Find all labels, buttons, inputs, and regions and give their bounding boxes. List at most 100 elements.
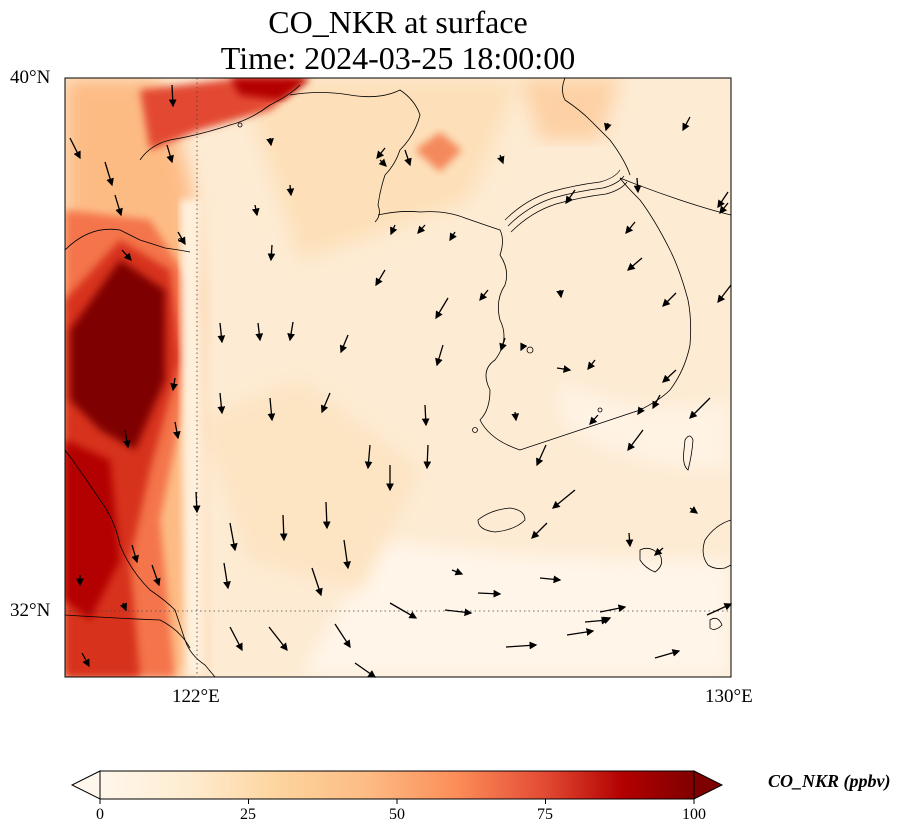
wind-arrow [114,194,123,217]
wind-arrow [662,369,677,383]
wind-arrow [627,257,643,271]
wind-arrow [255,322,264,342]
wind-arrow [654,649,681,659]
wind-arrow [311,567,323,597]
colorbar-extend-high [693,770,724,800]
wind-arrow [131,544,139,564]
wind-arrow [267,397,276,422]
wind-arrow [166,144,174,164]
wind-arrow [662,292,677,307]
wind-arrow [637,406,645,416]
wind-arrow [375,269,386,287]
wind-arrow [556,365,572,373]
wind-arrow [604,122,612,132]
wind-arrow [151,564,161,587]
wind-arrow [266,137,274,147]
wind-arrow [511,411,520,422]
wind-arrow [286,184,295,197]
wind-arrow [217,392,226,415]
wind-arrow [717,284,732,304]
wind-arrow [652,394,661,410]
wind-arrow [172,421,181,440]
wind-arrow [625,221,636,235]
wind-arrow [599,604,627,613]
wind-arrow [682,116,691,132]
wind-arrow [177,231,186,246]
wind-arrow [343,539,351,570]
wind-arrow [322,501,331,530]
colorbar-tick-0: 0 [96,806,104,823]
wind-arrow [168,84,177,108]
colorbar-label: CO_NKR (ppbv) [768,771,891,791]
wind-arrow [229,522,238,552]
wind-arrow [279,514,288,542]
lon-label-122e: 122°E [172,686,220,707]
wind-arrow [706,603,733,616]
wind-arrow [584,616,610,625]
wind-arrow [589,414,599,425]
wind-arrow [499,337,507,352]
wind-arrow [566,628,595,636]
wind-arrow [627,429,644,452]
wind-arrow [479,289,489,302]
wind-arrow [268,626,288,652]
wind-arrow [223,562,231,590]
wind-arrow [520,342,528,352]
wind-arrow [376,147,386,160]
wind-arrow [81,652,90,668]
wind-arrow [417,224,426,234]
wind-arrow [536,444,547,467]
wind-arrow [421,404,430,427]
wind-arrow [364,444,373,470]
wind-arrow [539,575,562,584]
wind-arrow [435,297,449,320]
wind-arrow [378,158,387,167]
map-frame [64,77,732,678]
map-title: CO_NKR at surface [268,4,528,40]
wind-arrow [633,177,642,194]
wind-arrow [104,161,114,187]
wind-arrow [505,641,538,650]
wind-arrow [689,506,699,514]
wind-arrow [423,444,432,470]
lon-label-130e: 130°E [705,686,753,707]
wind-arrow [121,249,132,261]
wind-arrow [654,547,664,556]
wind-arrow [551,489,576,509]
map-subtitle-time: Time: 2024-03-25 18:00:00 [220,40,576,76]
wind-arrow [334,623,351,649]
wind-arrow [69,137,81,160]
colorbar-extend-low [70,770,101,800]
wind-arrow [451,567,464,576]
wind-arrow [449,231,457,242]
wind-arrow [689,397,711,419]
colorbar-tick-25: 25 [240,806,256,823]
wind-arrow [477,589,502,598]
wind-arrow [339,334,349,354]
lat-label-40n: 40°N [10,67,51,88]
wind-arrow [119,602,128,612]
wind-arrow [587,359,596,371]
wind-arrow [531,522,548,539]
wind-arrow [435,344,444,367]
wind-arrow [389,602,418,619]
wind-arrow [123,429,131,449]
wind-arrow [320,392,331,414]
wind-arrow [625,532,634,548]
wind-arrow [444,608,473,617]
wind-arrow [497,154,505,165]
wind-arrow [354,662,377,678]
wind-arrow [170,377,178,392]
colorbar-gradient [100,771,694,799]
wind-arrow [556,289,564,299]
wind-arrow [717,191,729,209]
wind-arrow [719,202,729,215]
wind-arrow [287,321,295,342]
wind-arrow [217,322,226,344]
wind-arrow [229,626,243,652]
colorbar-tick-50: 50 [389,806,405,823]
concentration-field [65,78,731,677]
colorbar [70,770,724,804]
wind-arrow [404,149,412,167]
